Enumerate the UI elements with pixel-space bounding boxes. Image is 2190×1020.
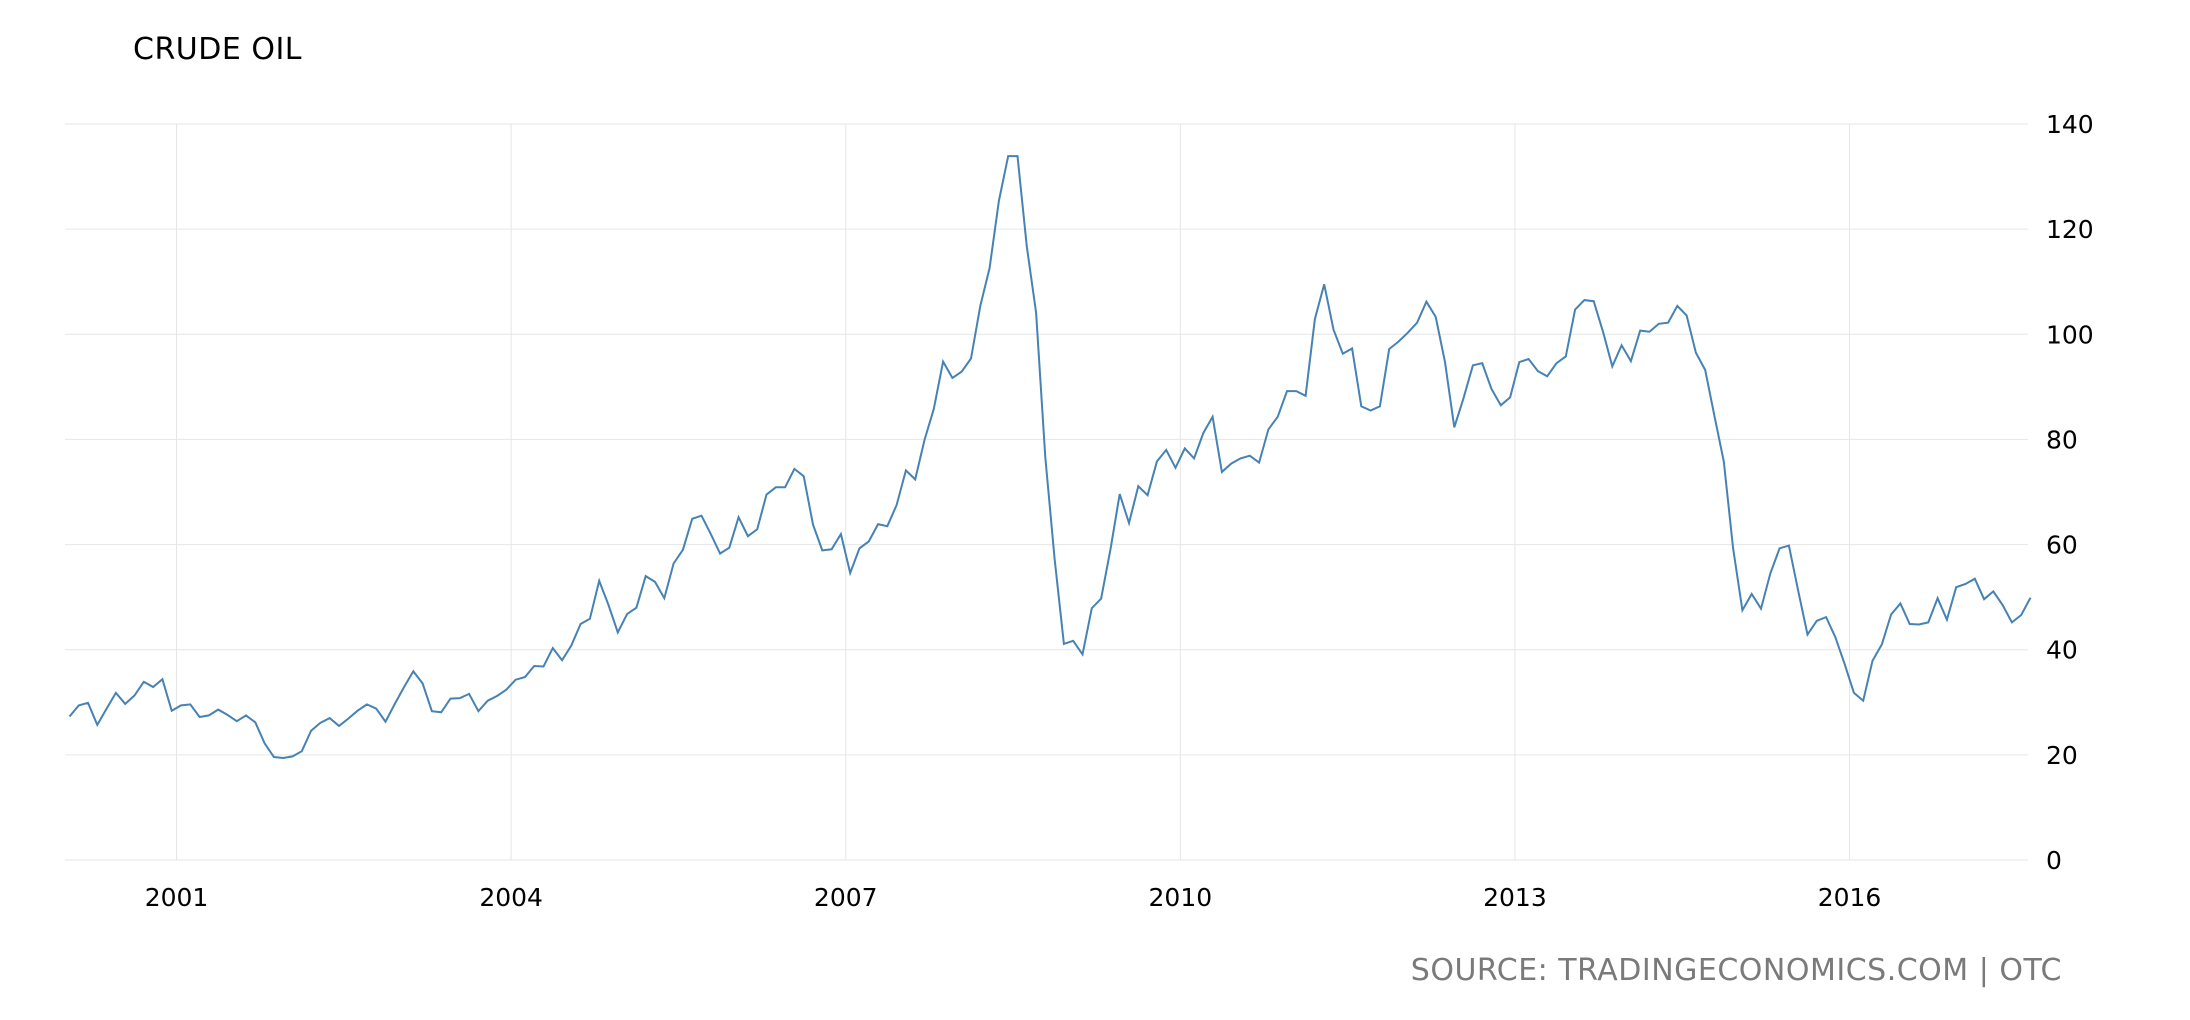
y-tick-label: 120 <box>2046 215 2094 244</box>
y-tick-label: 140 <box>2046 110 2094 139</box>
grid-lines <box>65 123 2028 861</box>
y-tick-label: 40 <box>2046 636 2078 665</box>
y-tick-label: 100 <box>2046 320 2094 349</box>
x-tick-label: 2016 <box>1818 883 1882 912</box>
x-axis-ticks: 2001 2004 2007 2010 2013 2016 <box>145 883 1882 912</box>
x-tick-label: 2007 <box>814 883 878 912</box>
crude-oil-price-line <box>68 155 2032 760</box>
chart-title: CRUDE OIL <box>133 32 303 67</box>
y-tick-label: 60 <box>2046 531 2078 560</box>
x-tick-label: 2010 <box>1149 883 1213 912</box>
x-tick-label: 2001 <box>145 883 209 912</box>
y-tick-label: 20 <box>2046 741 2078 770</box>
source-attribution: SOURCE: TRADINGECONOMICS.COM | OTC <box>1410 953 2062 988</box>
y-tick-label: 0 <box>2046 846 2062 875</box>
x-tick-label: 2004 <box>479 883 543 912</box>
y-tick-label: 80 <box>2046 425 2078 454</box>
y-axis-ticks: 0 20 40 60 80 100 120 140 <box>2046 110 2094 875</box>
x-tick-label: 2013 <box>1483 883 1547 912</box>
